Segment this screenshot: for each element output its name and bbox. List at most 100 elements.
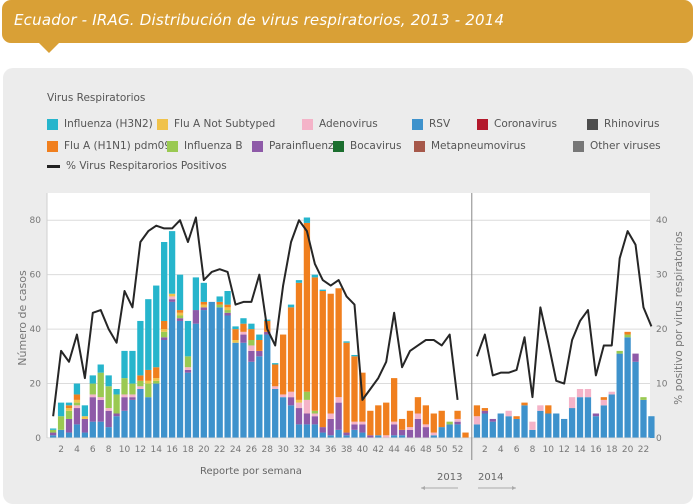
- bars: [50, 217, 655, 438]
- x-tick-label-2014: 10: [543, 445, 555, 455]
- x-tick-label-2013: 42: [373, 445, 384, 455]
- y2-tick-label: 20: [656, 325, 668, 335]
- bar-2014-w1-h1n1: [473, 405, 481, 417]
- bar-2013-w20-flua_ns: [200, 304, 207, 308]
- bar-2013-w23-h1n1: [224, 304, 231, 308]
- bar-2014-w8-adeno: [529, 421, 536, 430]
- legend-item-rhino: Rhinovirus: [587, 118, 660, 130]
- bar-2014-w2-h1n1: [481, 408, 489, 411]
- bar-2014-w13-rsv: [568, 408, 576, 438]
- legend-label-para: Parainfluenza: [269, 140, 340, 152]
- title-banner: Ecuador - IRAG. Distribución de virus re…: [2, 0, 693, 43]
- bar-2013-w25-para: [240, 334, 247, 343]
- bar-2013-w41-h1n1: [367, 410, 374, 436]
- y-tick-label: 60: [30, 271, 42, 281]
- bar-2014-w6-rsv: [513, 418, 520, 438]
- bar-2013-w23-fluB: [224, 310, 231, 313]
- bar-2013-w32-para: [295, 408, 303, 425]
- bar-2013-w38-h1n1: [343, 342, 350, 433]
- legend-item-boca: Bocavirus: [333, 140, 401, 152]
- bar-2013-w17-h1n1: [176, 310, 184, 313]
- legend-swatch-h3n2: [47, 118, 58, 130]
- bar-2013-w43-h1n1: [383, 402, 390, 436]
- bar-2013-w16-adeno: [168, 296, 176, 300]
- bar-2013-w32-h3n2: [295, 280, 303, 283]
- year-label-2013: 2013: [437, 472, 463, 483]
- bar-2013-w9-rsv: [113, 416, 120, 438]
- bar-2014-w20-fluB: [624, 334, 631, 338]
- legend-item-rsv: RSV: [412, 118, 450, 130]
- legend-label-rsv: RSV: [429, 118, 451, 130]
- bar-2014-w2-rsv: [481, 413, 489, 438]
- x-tick-label-2013: 44: [388, 445, 400, 455]
- bar-2014-w9-rsv: [537, 410, 544, 438]
- bar-2013-w40-adeno: [359, 421, 366, 425]
- x-tick-label-2014: 14: [574, 445, 586, 455]
- bar-2013-w8-adeno: [105, 408, 112, 411]
- bar-2013-w17-rsv: [176, 320, 184, 438]
- bar-2014-w3-rsv: [489, 421, 496, 438]
- legend-swatch-fluB: [167, 140, 178, 152]
- x-tick-label-2013: 48: [420, 445, 432, 455]
- bar-2013-w6-rsv: [89, 421, 96, 438]
- bar-2013-w3-rsv: [65, 432, 73, 438]
- pct-line: [52, 216, 653, 417]
- bar-2013-w6-adeno: [89, 394, 96, 398]
- legend-item-corona: Coronavirus: [477, 118, 557, 130]
- bar-2013-w50-rsv: [438, 427, 445, 438]
- bar-2013-w3-h3n2: [65, 402, 73, 406]
- y-axis-label: Número de casos: [16, 270, 29, 366]
- bar-2013-w44-para: [390, 424, 398, 436]
- y2-tick-label: 40: [656, 216, 668, 226]
- x-tick-label-2014: 20: [622, 445, 634, 455]
- bar-2013-w5-para: [81, 418, 89, 433]
- x-axis-label: Reporte por semana: [200, 466, 302, 477]
- bar-2013-w20-h1n1: [200, 301, 207, 305]
- bar-2014-w15-adeno: [584, 389, 592, 398]
- bar-2013-w52-adeno: [454, 418, 461, 422]
- bar-2013-w12-rsv: [137, 389, 144, 438]
- bar-2013-w15-para: [161, 337, 168, 340]
- x-tick-label-2014: 22: [638, 445, 649, 455]
- bar-2013-w13-rsv: [145, 397, 152, 438]
- bar-2013-w7-fluB: [97, 372, 104, 398]
- bar-2013-w16-rsv: [168, 301, 176, 438]
- bar-2014-w10-h1n1: [545, 405, 552, 414]
- bar-2013-w19-h3n2: [192, 277, 200, 311]
- bar-2013-w27-rsv: [256, 356, 263, 438]
- bar-2013-w34-rsv: [311, 424, 318, 438]
- bar-2013-w26-h3n2: [248, 323, 255, 330]
- bar-2013-w50-h1n1: [438, 410, 445, 428]
- bar-2014-w21-rsv: [632, 361, 639, 438]
- bar-2013-w44-adeno: [390, 421, 398, 425]
- bar-2013-w12-h1n1: [137, 375, 144, 381]
- bar-2013-w4-fluB: [73, 402, 81, 406]
- y2-tick-label: 0: [656, 434, 662, 444]
- bar-2013-w33-adeno: [303, 399, 311, 414]
- bar-2013-w53-h1n1: [462, 432, 469, 438]
- bar-2013-w27-h3n2: [256, 334, 263, 340]
- bar-2013-w12-fluB: [137, 380, 144, 387]
- bar-2014-w19-rsv: [616, 353, 623, 438]
- legend-item-adeno: Adenovirus: [302, 118, 378, 130]
- bar-2013-w31-adeno: [287, 391, 295, 398]
- bar-2013-w2-rsv: [57, 429, 65, 438]
- y-tick-label: 80: [30, 216, 42, 226]
- bar-2013-w32-adeno: [295, 402, 303, 409]
- bar-2013-w28-h3n2: [264, 319, 271, 321]
- bar-2013-w10-adeno: [121, 394, 128, 398]
- bar-2013-w35-h1n1: [319, 291, 326, 428]
- bar-2014-w21-para: [632, 353, 639, 362]
- bar-2013-w37-adeno: [335, 397, 342, 403]
- bar-2013-w37-rsv: [335, 429, 342, 438]
- bar-2013-w43-adeno: [383, 435, 390, 438]
- legend-label-other: Other viruses: [590, 140, 661, 152]
- bar-2013-w26-adeno: [248, 345, 255, 351]
- bar-2013-w45-rsv: [398, 435, 406, 438]
- y2-axis-label: % positivo por virus respiratorios: [673, 231, 685, 404]
- x-tick-label-2013: 14: [151, 445, 163, 455]
- bar-2014-w7-h1n1: [521, 402, 528, 406]
- bar-2013-w35-para: [319, 427, 326, 433]
- x-tick-label-2014: 18: [606, 445, 618, 455]
- bar-2013-w18-fluB: [184, 356, 192, 368]
